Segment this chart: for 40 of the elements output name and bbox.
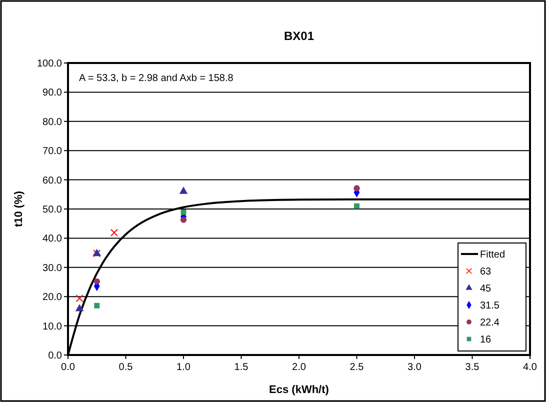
y-tick-label: 80.0: [42, 116, 62, 128]
x-tick-label: 0.5: [118, 362, 134, 373]
point: [76, 294, 84, 302]
point: [110, 228, 118, 236]
x-tick-label: 4.0: [523, 362, 538, 373]
y-tick-label: 50.0: [42, 204, 62, 216]
y-axis-title: t10 (%): [13, 190, 25, 228]
point: [75, 304, 84, 312]
y-tick-label: 70.0: [42, 146, 62, 158]
annotation: A = 53.3, b = 2.98 and Axb = 158.8: [79, 73, 234, 84]
y-tick-label: 60.0: [42, 175, 62, 186]
x-tick-label: 2.0: [292, 362, 306, 373]
x-tick-label: 3.0: [408, 362, 422, 373]
chart-title: BX01: [284, 29, 314, 43]
legend-label: 16: [480, 334, 492, 346]
y-tick-label: 0.0: [48, 350, 62, 362]
legend-label: 31.5: [480, 300, 500, 312]
x-tick-label: 3.5: [465, 362, 480, 373]
y-tick-label: 20.0: [42, 292, 62, 304]
point: [180, 216, 187, 223]
y-tick-label: 30.0: [42, 262, 62, 274]
point: [354, 203, 360, 209]
x-tick-label: 1.5: [234, 362, 249, 373]
legend-label: 22.4: [480, 318, 500, 328]
x-tick-label: 0.0: [61, 362, 76, 373]
point: [180, 209, 186, 215]
point: [94, 278, 100, 284]
x-axis-title: Ecs (kWh/t): [269, 384, 330, 396]
legend-label: 45: [480, 284, 492, 294]
legend-label: Fitted: [480, 250, 506, 260]
x-tick-label: 1.0: [176, 362, 191, 373]
legend-label: 63: [480, 266, 492, 278]
point: [354, 185, 360, 192]
y-tick-label: 100.0: [36, 58, 62, 70]
y-tick-label: 40.0: [42, 234, 62, 245]
point: [94, 302, 100, 308]
y-tick-label: 90.0: [42, 88, 62, 99]
x-tick-label: 2.5: [350, 362, 364, 373]
point: [179, 186, 188, 194]
y-tick-label: 10.0: [42, 321, 62, 332]
